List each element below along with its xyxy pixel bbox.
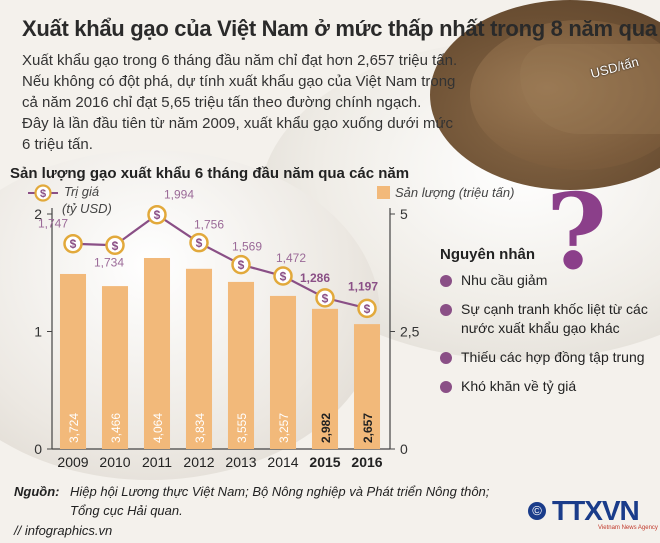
left-tick-label: 1 (34, 324, 42, 340)
volume-label: 2,982 (319, 413, 333, 443)
legend-price-unit: (tỷ USD) (62, 201, 112, 216)
bullet-icon (440, 304, 452, 316)
legend-price-marker (34, 184, 52, 202)
intro-line: Xuất khẩu gạo trong 6 tháng đầu năm chỉ … (22, 52, 458, 69)
legend-volume-swatch (377, 186, 390, 199)
left-tick-label: 0 (34, 441, 42, 457)
legend-volume-name: Sản lượng (triệu tấn) (395, 185, 515, 200)
right-tick-label: 5 (400, 206, 408, 222)
year-label: 2015 (309, 454, 340, 470)
copyright-icon: © (528, 502, 546, 520)
bullet-icon (440, 275, 452, 287)
logo-text: TTXVN (552, 495, 640, 526)
bullet-icon (440, 352, 452, 364)
legend-price-name: Trị giá (64, 184, 100, 199)
year-label: 2013 (225, 454, 256, 470)
source-label: Nguồn: (14, 484, 60, 499)
right-tick-label: 2,5 (400, 324, 420, 340)
reason-item: Khó khăn về tỷ giá (438, 377, 658, 396)
price-marker (105, 235, 125, 256)
volume-bar (311, 308, 339, 449)
reason-item: Thiếu các hợp đồng tập trung (438, 348, 658, 367)
dollar-icon: $ (70, 237, 77, 251)
infographic-title: Xuất khẩu gạo của Việt Nam ở mức thấp nh… (22, 16, 657, 41)
legend-dollar-icon: $ (40, 188, 46, 200)
price-marker (315, 288, 335, 308)
dollar-icon: $ (238, 258, 245, 272)
price-label: 1,994 (164, 188, 194, 202)
price-label: 1,197 (348, 279, 378, 293)
website-link[interactable]: // infographics.vn (14, 523, 113, 538)
price-label: 1,569 (232, 240, 262, 254)
volume-label: 3,724 (67, 413, 81, 443)
left-tick-label: 2 (34, 206, 42, 222)
year-label: 2009 (57, 454, 88, 470)
intro-line: Nếu không có đột phá, dự tính xuất khẩu … (22, 73, 456, 111)
intro-text: Xuất khẩu gạo trong 6 tháng đầu năm chỉ … (22, 50, 462, 155)
reason-text: Sự cạnh tranh khốc liệt từ các nước xuất… (461, 301, 648, 336)
reason-item: Nhu cầu giảm (438, 271, 658, 290)
price-marker (63, 233, 83, 254)
dollar-icon: $ (322, 291, 329, 305)
price-marker (189, 232, 209, 253)
dollar-icon: $ (112, 239, 119, 253)
price-label: 1,286 (300, 271, 330, 285)
price-marker (273, 266, 293, 286)
volume-bar (269, 295, 297, 449)
reasons-panel: Nguyên nhân Nhu cầu giảm Sự cạnh tranh k… (438, 246, 658, 406)
dollar-icon: $ (154, 208, 161, 222)
reason-item: Sự cạnh tranh khốc liệt từ các nước xuất… (438, 300, 658, 338)
volume-label: 3,466 (109, 413, 123, 443)
reason-text: Khó khăn về tỷ giá (461, 378, 577, 394)
bullet-icon (440, 381, 452, 393)
year-label: 2016 (351, 454, 382, 470)
price-label: 1,734 (94, 255, 124, 269)
dollar-icon: $ (364, 302, 371, 316)
dollar-icon: $ (196, 236, 203, 250)
dollar-icon: $ (280, 270, 287, 284)
volume-bar (101, 286, 129, 449)
volume-label: 3,555 (235, 413, 249, 443)
price-marker (147, 204, 167, 225)
year-label: 2014 (267, 454, 298, 470)
intro-line: Đây là lần đầu tiên từ năm 2009, xuất kh… (22, 115, 454, 153)
volume-bar (185, 268, 213, 449)
source-note: Nguồn: Hiệp hội Lương thực Việt Nam; Bộ N… (14, 482, 489, 520)
price-marker (357, 298, 377, 319)
volume-bar (59, 273, 87, 449)
price-marker (231, 254, 251, 275)
legend-price-label: Trị giá (30, 184, 99, 199)
right-tick-label: 0 (400, 441, 408, 457)
volume-bar (353, 324, 381, 449)
chart-title: Sản lượng gạo xuất khẩu 6 tháng đầu năm … (10, 165, 410, 182)
price-label: 1,756 (194, 218, 224, 232)
year-label: 2012 (183, 454, 214, 470)
volume-bar (143, 257, 171, 449)
reason-text: Nhu cầu giảm (461, 272, 548, 288)
footer: // infographics.vn (0, 518, 660, 543)
source-line-2: Tổng cục Hải quan. (70, 503, 183, 518)
legend-volume-label: Sản lượng (triệu tấn) (377, 185, 514, 200)
volume-label: 4,064 (151, 413, 165, 443)
price-label: 1,472 (276, 251, 306, 265)
volume-label: 2,657 (361, 413, 375, 443)
export-chart: 0 1 2 0 2,5 5 3,724 3,466 4,064 3,834 3,555 3,257 2,… (28, 184, 420, 470)
year-label: 2010 (99, 454, 130, 470)
source-line-1: Hiệp hội Lương thực Việt Nam; Bộ Nông ng… (70, 484, 490, 499)
reasons-heading: Nguyên nhân (440, 246, 536, 263)
year-label: 2011 (142, 454, 172, 470)
volume-label: 3,257 (277, 413, 291, 443)
volume-bar (227, 281, 255, 449)
ttxvn-logo: © TTXVN Vietnam News Agency (528, 495, 658, 531)
coins-highlight (470, 20, 660, 170)
question-mark-icon: ? (546, 170, 607, 293)
rice-sack (520, 44, 660, 134)
reason-text: Thiếu các hợp đồng tập trung (461, 349, 645, 365)
price-label: 1,747 (38, 217, 68, 231)
volume-label: 3,834 (193, 413, 207, 443)
logo-subtitle: Vietnam News Agency (598, 525, 658, 531)
